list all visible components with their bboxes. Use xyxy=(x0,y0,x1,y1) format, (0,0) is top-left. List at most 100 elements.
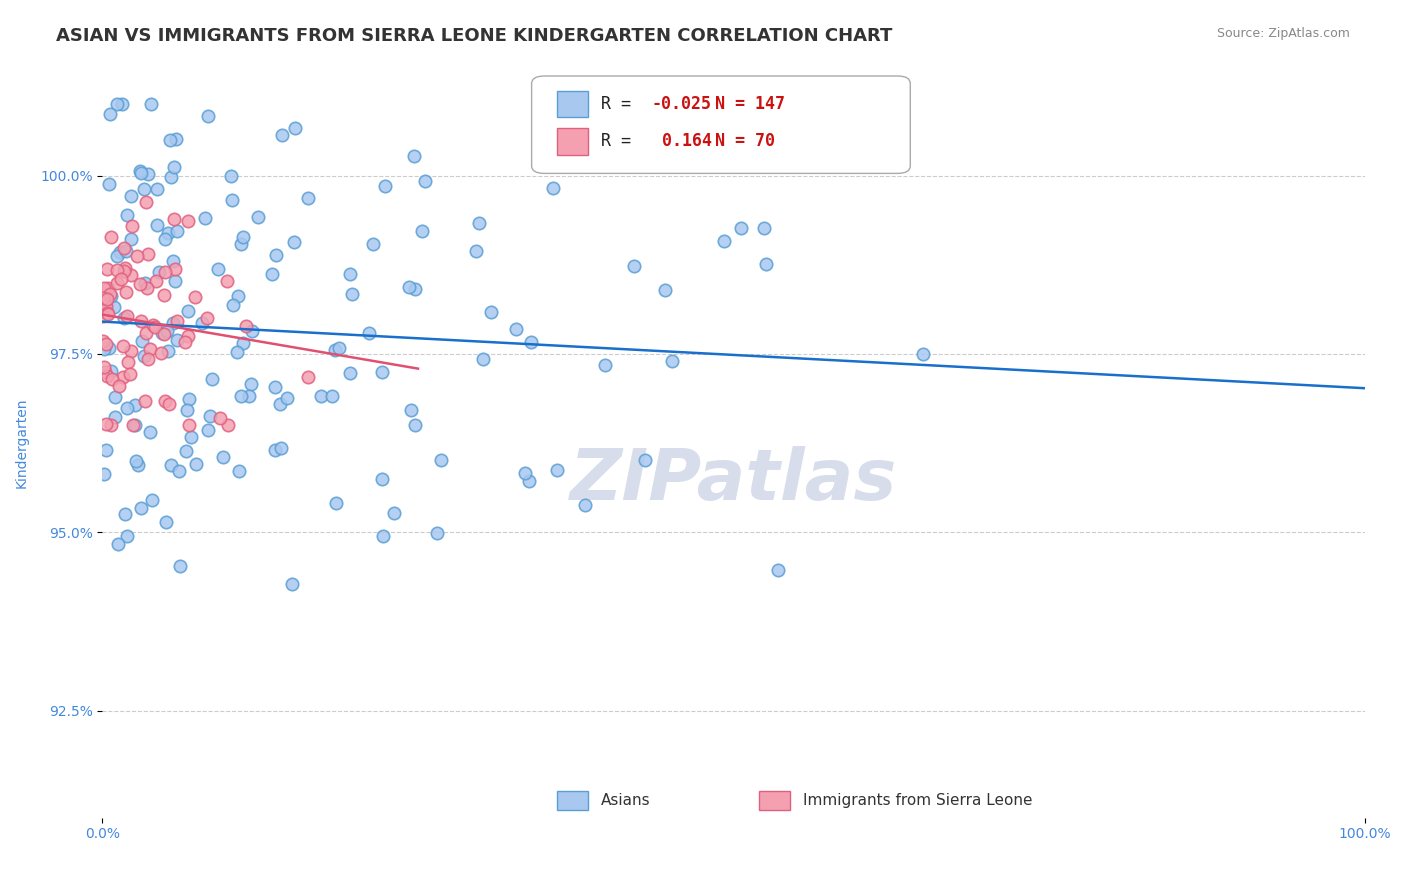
Point xyxy=(108,379,131,393)
Point xyxy=(101,372,124,386)
Point xyxy=(97,307,120,321)
Point xyxy=(120,232,142,246)
Point xyxy=(284,120,307,135)
Point xyxy=(398,280,420,294)
Point xyxy=(155,515,177,529)
Point xyxy=(156,227,179,241)
Point xyxy=(127,458,149,472)
Point xyxy=(174,444,197,458)
Point xyxy=(270,128,292,142)
Point xyxy=(520,334,543,349)
Point xyxy=(134,276,156,290)
Point xyxy=(479,305,502,319)
Point xyxy=(139,425,162,440)
Point xyxy=(574,498,596,512)
Text: ASIAN VS IMMIGRANTS FROM SIERRA LEONE KINDERGARTEN CORRELATION CHART: ASIAN VS IMMIGRANTS FROM SIERRA LEONE KI… xyxy=(56,27,893,45)
Point xyxy=(399,402,422,417)
Point xyxy=(371,365,394,379)
Point xyxy=(115,529,138,543)
Point xyxy=(321,389,343,403)
Point xyxy=(134,349,156,363)
Point xyxy=(141,492,163,507)
Point xyxy=(105,276,128,290)
Point xyxy=(96,443,118,458)
Point xyxy=(97,341,120,355)
Point xyxy=(105,263,128,277)
Point xyxy=(143,319,166,334)
Point xyxy=(166,333,188,347)
Point xyxy=(371,529,394,543)
Point xyxy=(153,232,176,246)
Point xyxy=(153,327,176,342)
Point xyxy=(340,286,363,301)
Point xyxy=(131,334,153,348)
Text: N = 70: N = 70 xyxy=(714,132,775,150)
Point xyxy=(100,418,122,433)
Y-axis label: Kindergarten: Kindergarten xyxy=(15,398,30,488)
Point xyxy=(912,347,935,361)
Point xyxy=(517,474,540,488)
Point xyxy=(118,367,141,381)
Point xyxy=(114,244,136,259)
Text: 0.164: 0.164 xyxy=(651,132,711,150)
Point xyxy=(131,314,153,328)
Point xyxy=(111,97,134,112)
Text: N = 147: N = 147 xyxy=(714,95,785,112)
Point xyxy=(104,409,127,424)
Point xyxy=(120,268,142,282)
Point xyxy=(264,443,287,458)
Point xyxy=(730,221,752,235)
Point xyxy=(238,389,260,403)
Point xyxy=(472,351,495,366)
Point xyxy=(755,256,778,270)
Point xyxy=(104,390,127,404)
Point xyxy=(247,210,270,224)
Point xyxy=(122,418,145,433)
Point xyxy=(98,107,121,121)
Point xyxy=(309,389,332,403)
Text: -0.025: -0.025 xyxy=(651,95,711,112)
Point xyxy=(262,267,284,281)
Point xyxy=(132,181,155,195)
Point xyxy=(156,324,179,338)
Point xyxy=(221,169,243,183)
Point xyxy=(163,161,186,175)
Point xyxy=(180,430,202,444)
Point xyxy=(752,221,775,235)
Point xyxy=(543,181,565,195)
Point xyxy=(177,328,200,343)
Point xyxy=(148,265,170,279)
Point xyxy=(153,265,176,279)
Point xyxy=(177,214,200,228)
Point xyxy=(135,195,157,210)
Point xyxy=(93,342,115,356)
Point xyxy=(276,391,298,405)
Point xyxy=(96,304,118,318)
Text: ZIPatlas: ZIPatlas xyxy=(569,446,897,515)
Point xyxy=(114,261,136,276)
Point xyxy=(177,392,200,406)
Point xyxy=(173,335,195,350)
Point xyxy=(107,536,129,550)
Point xyxy=(136,281,159,295)
Point xyxy=(325,495,347,509)
Point xyxy=(339,366,361,380)
Point xyxy=(404,149,426,163)
Point xyxy=(226,289,249,303)
Point xyxy=(165,131,187,145)
Point xyxy=(176,403,198,417)
Point xyxy=(270,441,292,455)
Point xyxy=(98,177,121,191)
Point xyxy=(93,309,115,323)
Point xyxy=(264,380,287,394)
Point xyxy=(297,191,319,205)
Point xyxy=(221,297,243,311)
Point xyxy=(209,410,232,425)
Point xyxy=(91,334,114,349)
Point xyxy=(94,337,117,351)
Point xyxy=(361,236,384,251)
Point xyxy=(100,229,122,244)
Point xyxy=(105,97,128,112)
Point xyxy=(108,245,131,260)
Point xyxy=(115,401,138,416)
